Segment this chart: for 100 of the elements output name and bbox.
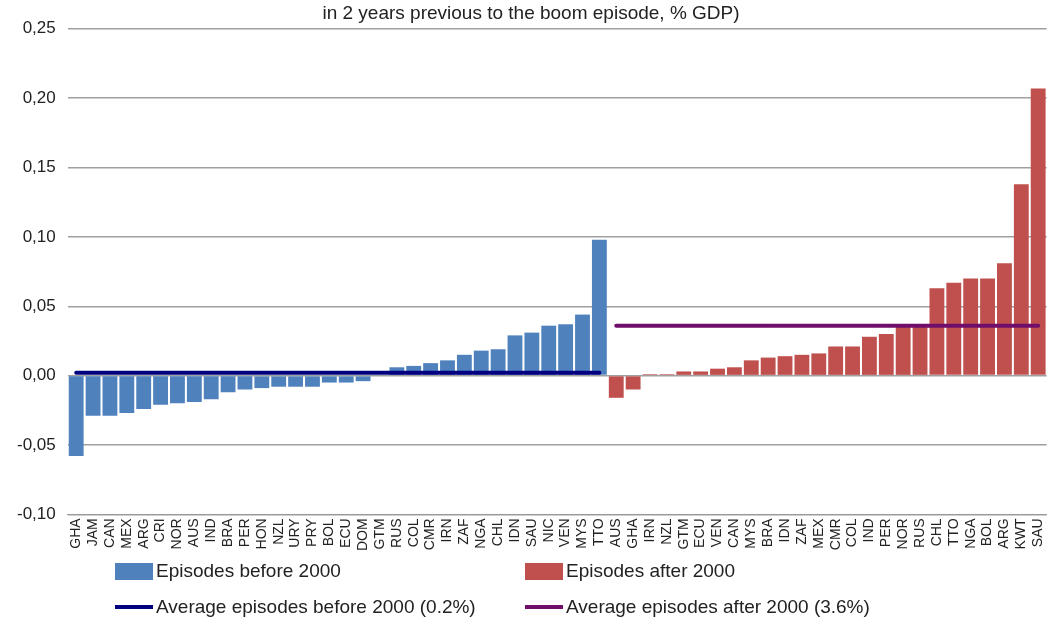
bar bbox=[929, 288, 945, 375]
legend-label: Episodes after 2000 bbox=[566, 560, 736, 582]
x-tick-label: NZL bbox=[269, 518, 286, 545]
bar bbox=[912, 325, 928, 375]
bar bbox=[946, 282, 962, 375]
y-tick-label: 0,05 bbox=[22, 295, 56, 315]
x-tick-label: VEN bbox=[556, 518, 573, 548]
bar bbox=[203, 376, 219, 400]
x-tick-label: NGA bbox=[472, 517, 489, 549]
x-tick-label: GHA bbox=[67, 517, 84, 549]
x-tick-label: IDN bbox=[775, 518, 792, 543]
x-tick-label: NGA bbox=[961, 517, 978, 549]
x-tick-label: URY bbox=[286, 517, 303, 548]
bar bbox=[338, 376, 354, 383]
chart-title: in 2 years previous to the boom episode, % GDP) bbox=[322, 1, 740, 23]
y-tick-label: 0,25 bbox=[22, 18, 56, 38]
x-tick-label: PER bbox=[235, 518, 252, 548]
x-tick-label: ZAF bbox=[455, 518, 472, 545]
bar bbox=[811, 353, 827, 375]
bar bbox=[85, 376, 101, 416]
bar bbox=[608, 376, 624, 398]
bar bbox=[997, 263, 1012, 375]
bar bbox=[980, 278, 995, 375]
bar bbox=[828, 346, 844, 375]
x-tick-label: TTO bbox=[590, 518, 607, 547]
x-tick-label: NOR bbox=[894, 518, 911, 550]
x-tick-label: ZAF bbox=[792, 518, 809, 545]
bar bbox=[895, 325, 911, 375]
bar bbox=[591, 239, 607, 375]
bar bbox=[321, 376, 337, 383]
bar bbox=[676, 371, 692, 375]
x-tick-label: CAN bbox=[725, 518, 742, 548]
bar bbox=[119, 376, 135, 414]
x-tick-label: SAU bbox=[522, 518, 539, 548]
bar bbox=[777, 356, 793, 375]
bar bbox=[963, 278, 979, 375]
bar bbox=[288, 376, 304, 387]
bar bbox=[271, 376, 287, 387]
legend-label: Average episodes after 2000 (3.6%) bbox=[566, 596, 870, 618]
bar bbox=[136, 376, 152, 409]
y-tick-label: 0,10 bbox=[22, 226, 56, 246]
bar bbox=[760, 357, 776, 375]
x-tick-label: PRY bbox=[303, 517, 320, 547]
x-tick-label: COL bbox=[843, 518, 860, 548]
bar bbox=[305, 376, 320, 387]
x-tick-label: NZL bbox=[657, 518, 674, 545]
bar bbox=[861, 336, 877, 375]
x-tick-label: MEX bbox=[117, 517, 134, 549]
x-tick-label: GHA bbox=[623, 517, 640, 549]
x-tick-label: DOM bbox=[353, 518, 370, 552]
x-tick-label: GTM bbox=[370, 518, 387, 550]
bar bbox=[693, 371, 709, 375]
x-tick-label: PER bbox=[877, 518, 894, 548]
x-tick-label: JAM bbox=[83, 518, 100, 547]
x-tick-label: IRN bbox=[438, 518, 455, 543]
y-tick-label: -0,05 bbox=[17, 434, 56, 454]
x-tick-label: MYS bbox=[742, 518, 759, 549]
x-tick-label: SAU bbox=[1029, 518, 1046, 548]
x-tick-label: ECU bbox=[337, 518, 354, 548]
bar bbox=[220, 376, 236, 393]
bar bbox=[1030, 88, 1046, 375]
x-tick-label: CMR bbox=[421, 518, 438, 551]
legend-label: Episodes before 2000 bbox=[156, 560, 341, 582]
bar bbox=[68, 376, 84, 457]
x-tick-label: IDN bbox=[505, 518, 522, 543]
bar bbox=[153, 376, 168, 405]
x-tick-label: ARG bbox=[134, 518, 151, 549]
x-tick-label: COL bbox=[404, 518, 421, 548]
x-tick-label: CHL bbox=[488, 518, 505, 547]
bar bbox=[710, 368, 725, 375]
bar bbox=[845, 346, 860, 375]
x-tick-label: NOR bbox=[168, 518, 185, 550]
x-tick-label: HON bbox=[252, 518, 269, 550]
x-tick-label: BRA bbox=[218, 517, 235, 548]
y-tick-label: -0,10 bbox=[17, 504, 56, 524]
x-tick-label: GTM bbox=[674, 518, 691, 550]
bar bbox=[794, 354, 810, 375]
x-tick-label: ARG bbox=[995, 518, 1012, 549]
x-tick-label: TTO bbox=[944, 518, 961, 547]
bar bbox=[102, 376, 118, 416]
x-tick-label: AUS bbox=[607, 518, 624, 548]
bar bbox=[254, 376, 270, 389]
bar bbox=[186, 376, 202, 402]
y-tick-label: 0,20 bbox=[22, 87, 56, 107]
x-tick-label: CHL bbox=[927, 518, 944, 547]
x-tick-label: MEX bbox=[809, 517, 826, 549]
x-tick-label: KWT bbox=[1012, 517, 1029, 550]
x-tick-label: RUS bbox=[910, 518, 927, 548]
x-tick-label: BOL bbox=[978, 518, 995, 547]
x-tick-label: IND bbox=[202, 518, 219, 543]
bar bbox=[625, 376, 641, 390]
x-tick-label: NIC bbox=[539, 518, 556, 543]
legend-label: Average episodes before 2000 (0.2%) bbox=[156, 596, 476, 618]
bar bbox=[170, 376, 185, 404]
x-tick-label: RUS bbox=[387, 518, 404, 548]
x-tick-label: BOL bbox=[320, 518, 337, 547]
x-tick-label: BRA bbox=[759, 517, 776, 548]
bar bbox=[878, 334, 894, 375]
x-tick-label: CMR bbox=[826, 518, 843, 551]
x-tick-label: IND bbox=[860, 518, 877, 543]
